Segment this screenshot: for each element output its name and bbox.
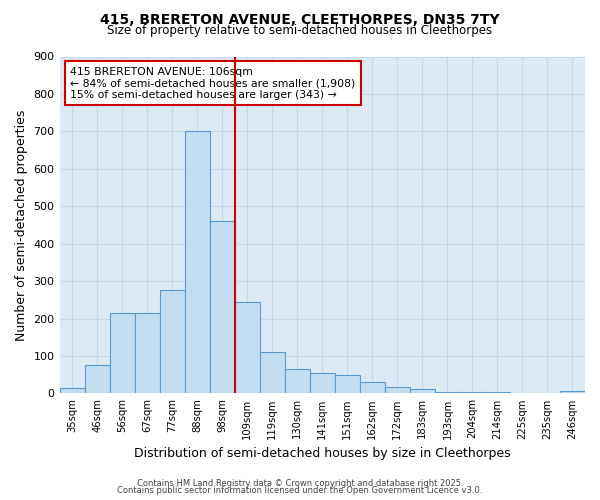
Bar (185, 132, 209, 394)
Bar (560, 391, 585, 394)
Bar (385, 386, 410, 394)
Bar (235, 302, 260, 394)
Bar (160, 290, 185, 394)
X-axis label: Distribution of semi-detached houses by size in Cleethorpes: Distribution of semi-detached houses by … (134, 447, 511, 460)
Bar (209, 221, 235, 394)
Bar (110, 313, 134, 394)
Bar (134, 313, 160, 394)
Text: 415 BRERETON AVENUE: 106sqm
← 84% of semi-detached houses are smaller (1,908)
15: 415 BRERETON AVENUE: 106sqm ← 84% of sem… (70, 66, 355, 100)
Bar (410, 389, 435, 394)
Text: Contains HM Land Registry data © Crown copyright and database right 2025.: Contains HM Land Registry data © Crown c… (137, 478, 463, 488)
Bar (510, 392, 535, 394)
Bar (460, 392, 485, 394)
Y-axis label: Number of semi-detached properties: Number of semi-detached properties (15, 110, 28, 340)
Bar (310, 373, 335, 394)
Bar (335, 374, 360, 394)
Text: Contains public sector information licensed under the Open Government Licence v3: Contains public sector information licen… (118, 486, 482, 495)
Bar (85, 366, 110, 394)
Bar (485, 392, 510, 394)
Bar (285, 369, 310, 394)
Bar (260, 352, 285, 394)
Bar (360, 382, 385, 394)
Bar (435, 392, 460, 394)
Bar (59, 388, 85, 394)
Text: Size of property relative to semi-detached houses in Cleethorpes: Size of property relative to semi-detach… (107, 24, 493, 37)
Text: 415, BRERETON AVENUE, CLEETHORPES, DN35 7TY: 415, BRERETON AVENUE, CLEETHORPES, DN35 … (100, 12, 500, 26)
